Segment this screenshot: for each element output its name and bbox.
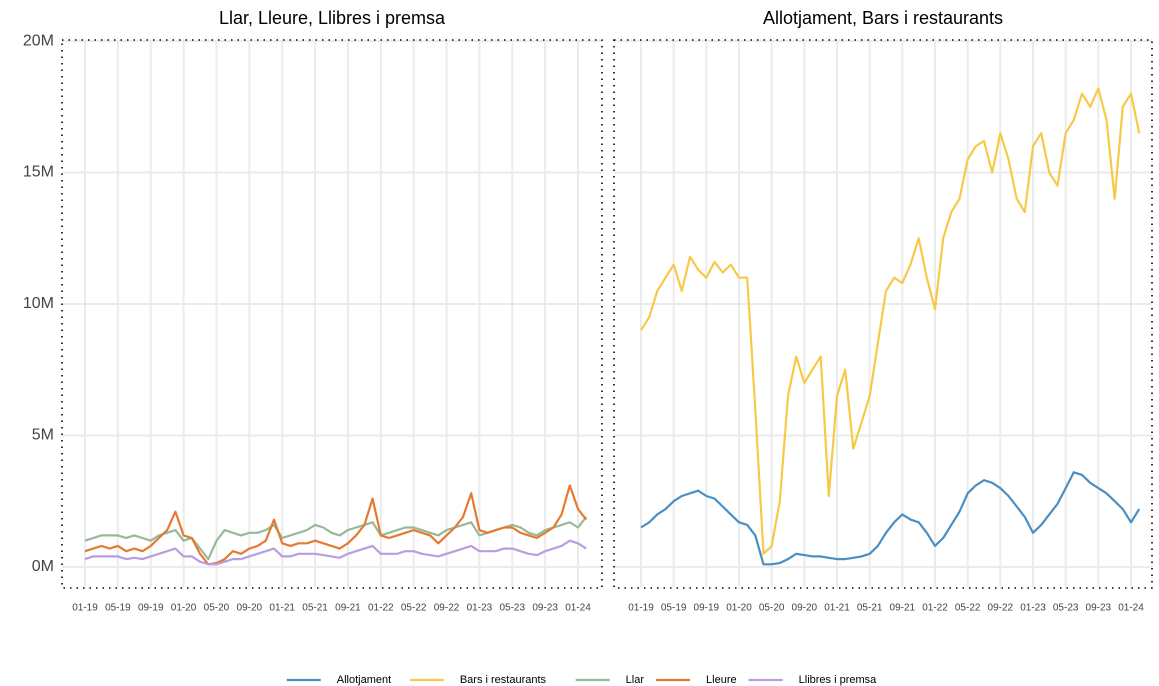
- x-tick-label: 01-21: [824, 603, 850, 614]
- x-tick-label: 09-23: [1086, 603, 1112, 614]
- legend-label: Llibres i premsa: [799, 674, 878, 686]
- x-tick-label: 05-23: [499, 603, 525, 614]
- x-tick-label: 01-19: [628, 603, 654, 614]
- x-tick-label: 01-20: [171, 603, 197, 614]
- series-line: [84, 484, 588, 566]
- x-tick-label: 05-21: [302, 603, 328, 614]
- x-tick-label: 01-21: [269, 603, 295, 614]
- x-tick-label: 05-19: [105, 603, 131, 614]
- legend-label: Bars i restaurants: [460, 674, 547, 686]
- x-tick-label: 09-20: [237, 603, 263, 614]
- x-tick-label: 09-21: [335, 603, 361, 614]
- x-tick-label: 09-20: [792, 603, 818, 614]
- x-tick-label: 05-20: [204, 603, 230, 614]
- x-tick-label: 05-22: [401, 603, 427, 614]
- panel-border: [61, 39, 603, 589]
- y-tick-label: 10M: [23, 295, 54, 312]
- x-tick-label: 01-24: [565, 603, 591, 614]
- panel-border: [613, 39, 1153, 589]
- x-tick-label: 01-23: [467, 603, 493, 614]
- x-tick-label: 01-23: [1020, 603, 1046, 614]
- y-tick-label: 15M: [23, 164, 54, 181]
- x-tick-label: 09-22: [434, 603, 460, 614]
- y-tick-label: 5M: [32, 427, 54, 444]
- x-tick-label: 01-22: [368, 603, 394, 614]
- y-tick-label: 20M: [23, 32, 54, 49]
- legend-label: Allotjament: [337, 674, 391, 686]
- x-tick-label: 09-21: [890, 603, 916, 614]
- series-line: [640, 471, 1141, 566]
- x-tick-label: 09-22: [988, 603, 1014, 614]
- x-tick-label: 05-21: [857, 603, 883, 614]
- y-tick-label: 0M: [32, 558, 54, 575]
- x-tick-label: 09-19: [694, 603, 720, 614]
- x-tick-label: 05-23: [1053, 603, 1079, 614]
- x-tick-label: 05-19: [661, 603, 687, 614]
- legend-label: Llar: [626, 674, 645, 686]
- x-tick-label: 01-20: [726, 603, 752, 614]
- series-line: [640, 87, 1141, 555]
- panel-title: Allotjament, Bars i restaurants: [763, 8, 1003, 28]
- x-tick-label: 05-20: [759, 603, 785, 614]
- panel-title: Llar, Lleure, Llibres i premsa: [219, 8, 446, 28]
- series-line: [84, 539, 587, 566]
- legend-label: Lleure: [706, 674, 737, 686]
- x-tick-label: 09-23: [532, 603, 558, 614]
- x-tick-label: 01-19: [72, 603, 98, 614]
- x-tick-label: 05-22: [955, 603, 981, 614]
- x-tick-label: 01-22: [922, 603, 948, 614]
- x-tick-label: 01-24: [1118, 603, 1144, 614]
- x-tick-label: 09-19: [138, 603, 164, 614]
